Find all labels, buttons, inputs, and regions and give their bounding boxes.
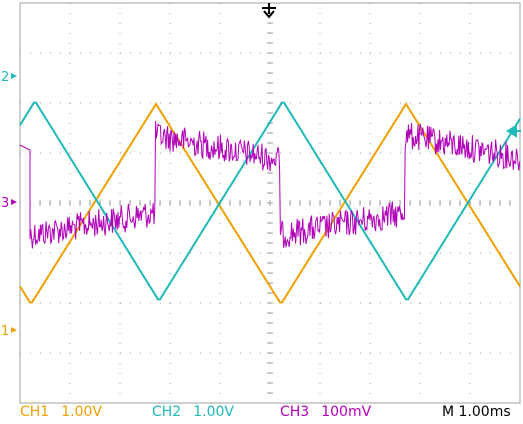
- ch2-status-name: CH2: [152, 404, 182, 420]
- ch3-waveform: [19, 121, 521, 249]
- timebase-status[interactable]: M 1.00ms: [442, 404, 511, 420]
- arrow-right-icon: [11, 327, 17, 333]
- trigger-level-marker[interactable]: [506, 124, 521, 138]
- ch1-status-name: CH1: [20, 404, 50, 420]
- arrow-down-icon: [262, 3, 276, 19]
- arrow-right-icon: [11, 73, 17, 79]
- ch3-status-name: CH3: [280, 404, 310, 420]
- arrow-right-icon: [11, 199, 17, 205]
- ch3-status-scale: 100mV: [321, 404, 372, 420]
- ch2-ground-marker[interactable]: 2: [1, 70, 17, 85]
- ch1-status-scale: 1.00V: [61, 404, 102, 420]
- trigger-position-marker[interactable]: [262, 3, 276, 19]
- ch2-waveform: [19, 101, 521, 301]
- ch1-ground-marker[interactable]: 1: [1, 324, 17, 339]
- arrow-left-icon: [506, 124, 521, 138]
- ch1-marker-label: 1: [1, 324, 9, 339]
- ch2-status[interactable]: CH2 1.00V: [152, 402, 234, 422]
- ch3-ground-marker[interactable]: 3: [1, 196, 17, 211]
- ch3-status[interactable]: CH3 100mV: [280, 402, 371, 422]
- ch3-marker-label: 3: [1, 196, 9, 211]
- ch2-marker-label: 2: [1, 70, 9, 85]
- ch1-status[interactable]: CH1 1.00V: [20, 402, 102, 422]
- ch1-waveform: [19, 102, 521, 304]
- ch2-status-scale: 1.00V: [193, 404, 234, 420]
